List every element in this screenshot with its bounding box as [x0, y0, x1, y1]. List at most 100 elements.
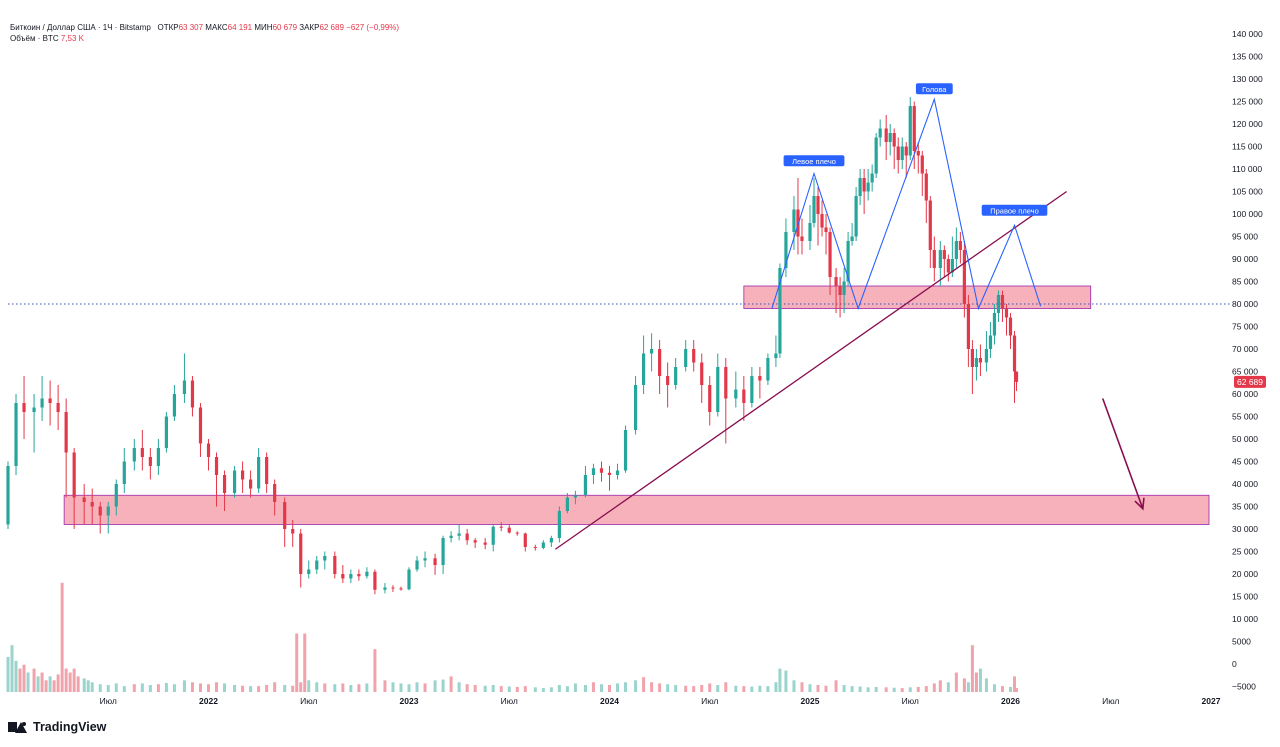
x-tick-label: Июл: [100, 696, 117, 706]
volume-bar: [724, 682, 728, 692]
y-tick-label: 100 000: [1232, 209, 1263, 219]
candle-body: [106, 506, 110, 516]
high-value: 64 191: [227, 23, 253, 32]
candle-body: [920, 155, 924, 174]
volume-bar: [515, 686, 519, 692]
volume-bar: [383, 680, 387, 692]
volume-bar: [874, 686, 878, 692]
candle-body: [22, 403, 26, 412]
y-tick-label: 80 000: [1232, 299, 1258, 309]
y-tick-label: 110 000: [1232, 164, 1262, 174]
candle-body: [90, 502, 94, 507]
volume-bar: [970, 645, 974, 692]
candle-body: [491, 526, 495, 545]
candle-body: [700, 362, 704, 385]
candle-body: [240, 470, 245, 480]
symbol-title[interactable]: Биткоин / Доллар США · 1Ч · Bitstamp: [10, 23, 151, 32]
volume-bar: [834, 680, 838, 692]
y-tick-label: 75 000: [1232, 322, 1258, 332]
x-tick-label: 2023: [400, 696, 419, 706]
volume-bar: [892, 687, 896, 692]
low-label: МИН: [254, 23, 273, 32]
volume-bar: [491, 684, 495, 692]
candle-body: [724, 367, 728, 399]
volume-bar: [774, 682, 778, 692]
candle-body: [942, 250, 946, 259]
candle-body: [750, 376, 754, 403]
candle-body: [257, 457, 261, 489]
volume-bar: [932, 683, 936, 692]
y-tick-label: 135 000: [1232, 52, 1263, 62]
candle-body: [650, 349, 654, 354]
candle-body: [349, 574, 353, 579]
volume-bar: [608, 684, 611, 692]
y-tick-label: 60 000: [1232, 389, 1258, 399]
volume-bar: [18, 668, 22, 692]
candle-body: [946, 259, 950, 273]
volume-bar: [14, 660, 18, 692]
candle-body: [573, 495, 578, 498]
forecast-arrow: [1101, 398, 1144, 510]
volume-bar: [48, 676, 52, 692]
candle-body: [842, 281, 846, 295]
candle-body: [641, 353, 646, 385]
volume-bar: [82, 678, 86, 692]
candle-body: [896, 146, 900, 160]
candle-body: [399, 588, 403, 590]
volume-bar: [441, 679, 445, 692]
candle-body: [549, 538, 553, 543]
volume-bar: [824, 685, 828, 692]
volume-bar: [816, 684, 820, 692]
candle-body: [888, 133, 892, 142]
volume-bar: [483, 685, 487, 692]
pattern-label-box: [915, 83, 953, 95]
last-price-label: 62 689: [1237, 377, 1263, 387]
lower-zone: [63, 494, 1210, 525]
y-tick-label: 105 000: [1232, 187, 1263, 197]
volume-bar: [60, 582, 64, 692]
volume-bar: [700, 684, 704, 692]
tradingview-logo[interactable]: TradingView: [8, 720, 106, 734]
volume-bar: [333, 684, 337, 692]
candle-body: [954, 241, 958, 259]
candle-body: [415, 560, 419, 570]
volume-bar: [98, 684, 102, 692]
candle-body: [299, 533, 303, 574]
candle-body: [523, 533, 527, 547]
volume-bar: [164, 683, 168, 692]
x-tick-label: 2025: [801, 696, 820, 706]
volume-bar: [198, 683, 202, 692]
volume-bar: [249, 686, 253, 692]
volume-bar: [148, 684, 152, 692]
open-label: ОТКР: [157, 23, 179, 32]
candle-body: [916, 151, 920, 156]
volume-bar: [357, 684, 361, 692]
y-tick-label: 55 000: [1232, 412, 1258, 422]
candle-body: [878, 128, 882, 138]
pattern-label-box: [783, 155, 845, 167]
candle-body: [778, 268, 782, 354]
high-label: МАКС: [205, 23, 228, 32]
candle-body: [692, 349, 696, 363]
volume-bar: [924, 686, 928, 692]
x-tick-label: Июл: [1102, 696, 1119, 706]
candle-body: [908, 106, 912, 156]
candle-body: [792, 209, 796, 232]
y-tick-label: 15 000: [1232, 592, 1258, 602]
candle-body: [64, 412, 68, 453]
candle-body: [265, 457, 269, 484]
candle-body: [674, 367, 678, 385]
volume-bar: [215, 682, 219, 692]
volume-bar: [22, 664, 26, 692]
candle-body: [904, 146, 908, 156]
y-tick-label: 30 000: [1232, 524, 1258, 534]
candle-body: [433, 558, 437, 565]
volume-bar: [36, 676, 40, 692]
y-tick-label: −5000: [1232, 682, 1256, 692]
volume-bar: [449, 676, 453, 692]
candle-body: [870, 173, 874, 183]
volume-label[interactable]: Объём · BTC: [10, 34, 59, 43]
volume-bar: [583, 684, 587, 692]
candle-body: [441, 538, 445, 565]
